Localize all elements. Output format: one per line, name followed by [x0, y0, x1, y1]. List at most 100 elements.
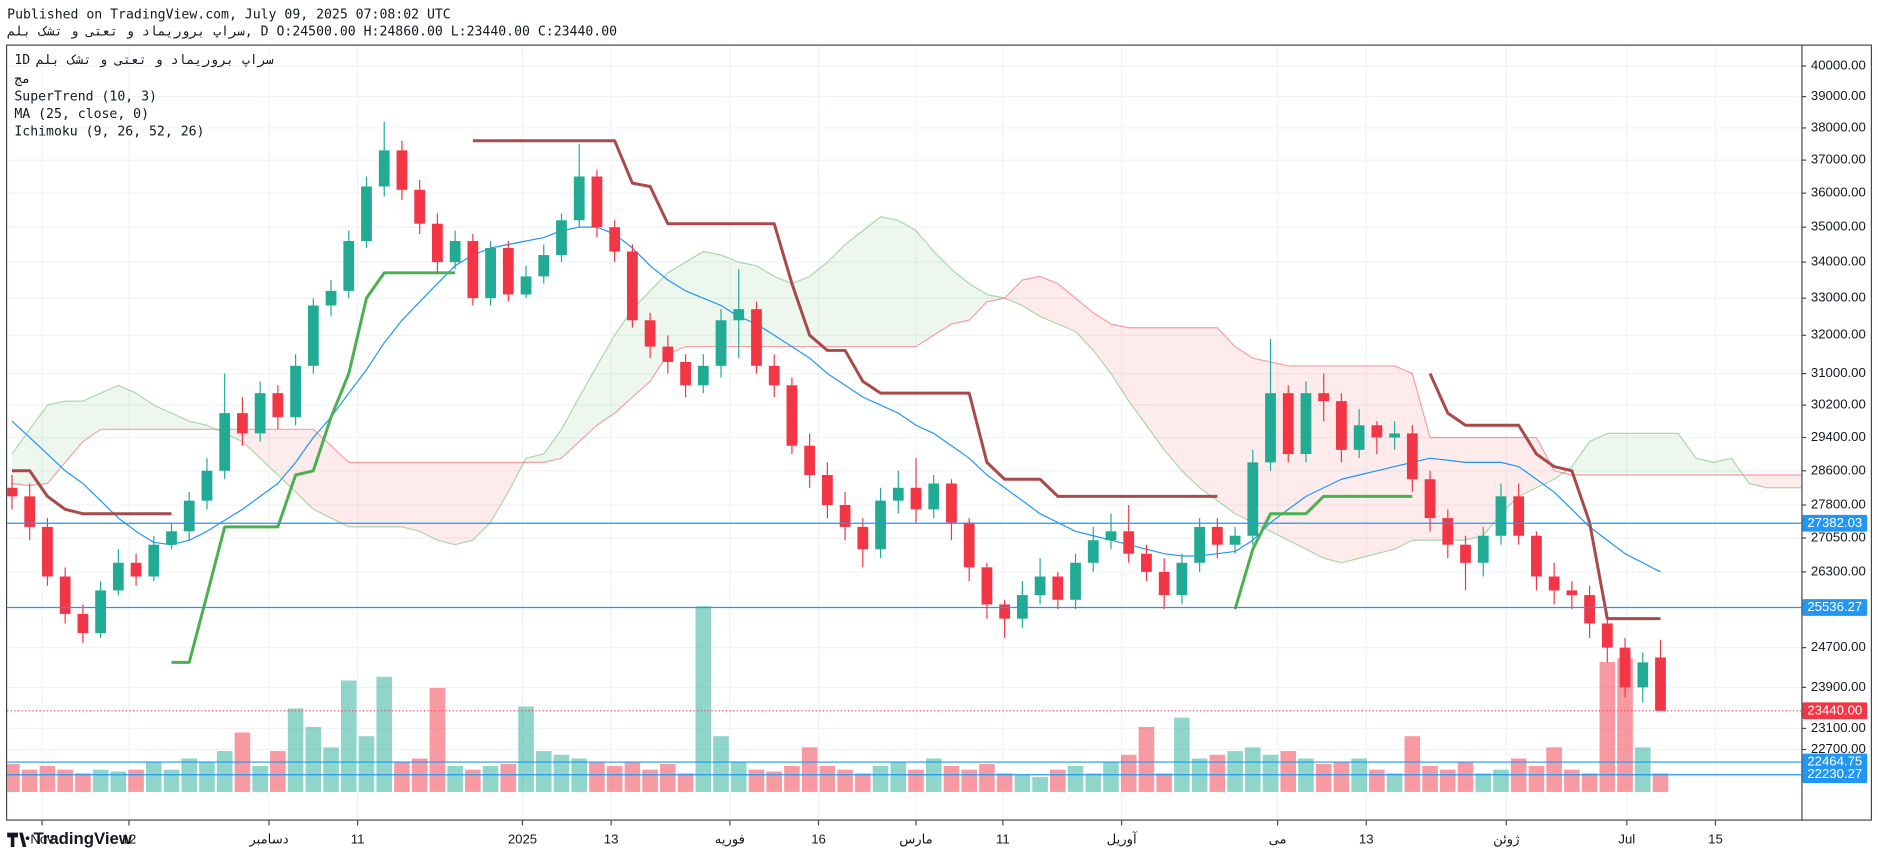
candle-body [307, 305, 319, 366]
x-tick-label: 13 [1359, 831, 1374, 846]
candle-body [1123, 531, 1135, 554]
volume-bar [1227, 751, 1243, 792]
volume-bar [1138, 726, 1155, 792]
y-tick-label: 30200.00 [1811, 397, 1866, 412]
volume-bar [624, 762, 641, 792]
y-tick-label: 40000.00 [1811, 58, 1866, 73]
candle-body [946, 483, 957, 523]
volume-bar [1014, 775, 1031, 792]
cloud-fill [916, 230, 934, 347]
cloud-fill [1394, 365, 1413, 550]
candle-body [237, 413, 248, 434]
volume-bar [39, 765, 56, 792]
indicators [11, 139, 1661, 664]
cloud-fill [331, 445, 349, 527]
cloud-fill [862, 216, 881, 347]
candle-body [1176, 562, 1188, 596]
cloud-fill [579, 365, 597, 442]
volume-bar [394, 762, 410, 792]
candle-body [1229, 535, 1241, 545]
candle-body [343, 241, 355, 291]
y-tick-label: 29400.00 [1811, 429, 1866, 444]
y-tick-label: 23100.00 [1811, 720, 1866, 735]
volume-bar [642, 769, 658, 792]
candle-body [768, 365, 780, 386]
candle-body [875, 500, 886, 550]
cloud-fill [1766, 474, 1785, 488]
legend-line: MA (25, close, 0) [14, 107, 149, 122]
candle-body [1442, 518, 1454, 545]
price-label: 25536.27 [1807, 599, 1862, 614]
cloud-fill [933, 251, 952, 336]
candle-body [821, 474, 833, 506]
candle-body [1424, 479, 1436, 519]
volume-bar [1528, 765, 1545, 792]
volume-bar [465, 769, 481, 792]
candle-body [1194, 526, 1206, 563]
y-tick-label: 35000.00 [1811, 219, 1866, 234]
candle-body [1655, 657, 1666, 711]
candle-body [272, 393, 284, 418]
cloud-fill [153, 405, 172, 430]
volume-bar [252, 765, 268, 792]
price-label: 22230.27 [1807, 766, 1862, 781]
candle-body [290, 365, 301, 418]
y-tick-label: 38000.00 [1811, 119, 1866, 134]
volume-bar [730, 762, 747, 792]
candle-body [538, 255, 550, 277]
candle-body [1318, 393, 1330, 402]
volume-bar [163, 769, 180, 792]
volume-bar [1174, 717, 1190, 792]
candle-body [325, 290, 337, 306]
volume-bar [323, 747, 339, 792]
published-line: Published on TradingView.com, July 09, 2… [7, 8, 451, 23]
x-tick-label: 11 [351, 831, 365, 846]
volume-bar [1209, 754, 1226, 792]
cloud-fill [827, 244, 846, 347]
volume-bar [1617, 658, 1633, 792]
cloud-fill [260, 429, 278, 475]
logo: TradingView [7, 829, 133, 848]
candle-body [130, 562, 142, 577]
x-tick-label: 13 [604, 831, 619, 846]
cloud-fill [685, 251, 704, 347]
price-label: 23440.00 [1807, 702, 1862, 717]
cloud-fill [1678, 433, 1696, 475]
volume-bar [855, 773, 871, 792]
candle-body [1513, 496, 1525, 536]
candle-body [7, 487, 18, 497]
candle-body [95, 590, 106, 634]
candle-body [467, 241, 479, 299]
cloud-fill [596, 335, 615, 426]
cloud-fill [543, 429, 562, 463]
cloud-fill [667, 262, 686, 355]
cloud-fill [313, 429, 332, 519]
volume-bar [1439, 769, 1456, 792]
candle-body [1584, 595, 1595, 624]
cloud-fill [1341, 365, 1360, 563]
cloud-fill [1110, 324, 1129, 402]
volume-bar [500, 764, 517, 792]
volume-bar [287, 708, 304, 792]
y-tick-label: 24700.00 [1811, 639, 1866, 654]
cloud-fill [437, 462, 456, 545]
candle-body [697, 365, 709, 386]
cloud-fill [1128, 327, 1147, 426]
x-tick-label: مارس [899, 831, 932, 847]
price-label: 27382.03 [1807, 515, 1862, 530]
candle-body [502, 248, 514, 295]
x-tick-label: می [1269, 831, 1287, 846]
candle-body [1070, 562, 1081, 600]
volume-bar [748, 769, 765, 792]
volume-bar [1564, 769, 1580, 792]
volume-bar [677, 773, 694, 792]
volume-bar [1422, 765, 1438, 792]
candle-body [1052, 576, 1064, 600]
volume-bar [589, 762, 605, 792]
volume-bar [660, 764, 676, 792]
candle-body [1460, 544, 1471, 563]
x-tick-label: 15 [1708, 831, 1723, 846]
volume-bar [21, 769, 38, 792]
cloud-fill [880, 216, 899, 347]
